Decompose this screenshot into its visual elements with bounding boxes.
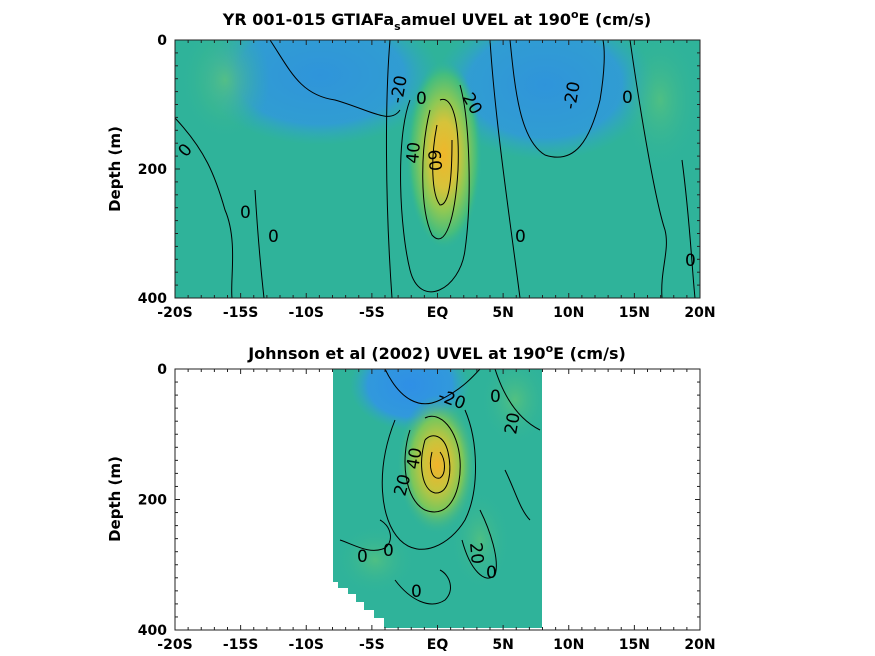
top-title-rest: amuel UVEL at 190 <box>401 10 571 29</box>
bottom-missing-data-mask <box>333 582 384 630</box>
top-title: YR 001-015 GTIAFasamuel UVEL at 190oE (c… <box>222 8 651 33</box>
top-heatmap: -20 20 0 -20 0 0 40 60 0 0 0 0 <box>175 40 700 298</box>
top-label-3: -20 <box>560 80 585 111</box>
bottom-label-2: 40 <box>403 446 426 471</box>
top-title-end: E (cm/s) <box>579 10 652 29</box>
top-label-0: -20 <box>387 74 412 105</box>
bottom-x-tick-label: 20N <box>684 637 715 653</box>
bottom-x-tick-label: -5S <box>359 637 385 653</box>
bottom-contours <box>339 369 541 605</box>
top-label-9: 0 <box>268 227 279 247</box>
bottom-panel: Johnson et al (2002) UVEL at 190oE (cm/s… <box>106 342 716 653</box>
top-y-tick-label: 0 <box>157 33 167 49</box>
bottom-green-patch-ne <box>480 369 542 445</box>
top-panel: YR 001-015 GTIAFasamuel UVEL at 190oE (c… <box>106 8 716 321</box>
bottom-y-tick-label: 0 <box>157 362 167 378</box>
bottom-green-patch-sw <box>335 525 415 595</box>
bottom-undercurrent-core <box>397 395 477 535</box>
top-x-tick-label: -15S <box>223 305 258 321</box>
bottom-title-deg: o <box>546 342 554 355</box>
top-x-tick-label: -5S <box>359 305 385 321</box>
top-green-patch-west <box>180 40 270 140</box>
top-label-10: 0 <box>515 227 526 247</box>
bottom-x-tick-label: -10S <box>289 637 324 653</box>
top-contours <box>175 40 696 298</box>
top-label-7: 60 <box>423 149 445 172</box>
top-title-deg: o <box>571 8 579 21</box>
bottom-title-main: Johnson et al (2002) UVEL at 190 <box>247 344 545 363</box>
top-green-patch-east <box>620 40 700 170</box>
top-label-6: 40 <box>403 141 425 164</box>
top-undercurrent-core <box>406 60 482 250</box>
bottom-heatmap: -20 20 40 20 0 0 0 0 20 0 <box>333 369 542 628</box>
bottom-title-end: E (cm/s) <box>553 344 626 363</box>
top-title-sub: s <box>394 20 401 33</box>
top-y-tick-label: 200 <box>138 162 167 178</box>
top-y-tick-label: 400 <box>138 291 167 307</box>
top-x-tick-label: EQ <box>427 305 449 321</box>
bottom-label-4: 0 <box>357 547 368 567</box>
bottom-label-9: 0 <box>490 387 501 407</box>
bottom-label-5: 0 <box>383 541 394 561</box>
top-label-4: 0 <box>622 88 633 108</box>
svg-text:YR 001-015 GTIAFasamuel UVEL a: YR 001-015 GTIAFasamuel UVEL at 190oE (c… <box>222 8 651 33</box>
bottom-x-tick-label: 5N <box>492 637 513 653</box>
bottom-title: Johnson et al (2002) UVEL at 190oE (cm/s… <box>247 342 626 363</box>
top-x-tick-label: 15N <box>619 305 650 321</box>
bottom-label-7: 0 <box>411 582 422 602</box>
top-x-tick-label: 20N <box>684 305 715 321</box>
top-westward-current-north <box>435 40 655 160</box>
bottom-x-tick-label: -20S <box>157 637 192 653</box>
bottom-y-axis-label: Depth (m) <box>106 456 124 542</box>
top-y-axis-label: Depth (m) <box>106 126 124 212</box>
bottom-x-tick-label: 15N <box>619 637 650 653</box>
svg-text:Johnson et al (2002) UVEL at 1: Johnson et al (2002) UVEL at 190oE (cm/s… <box>247 342 626 363</box>
bottom-y-tick-label: 400 <box>138 623 167 639</box>
top-x-tick-label: 5N <box>492 305 513 321</box>
top-x-tick-label: 10N <box>553 305 584 321</box>
bottom-green-patch-se <box>450 490 510 590</box>
bottom-label-3: 20 <box>465 542 487 565</box>
bottom-label-6: 0 <box>486 563 497 583</box>
top-label-2: 0 <box>416 89 427 109</box>
top-label-11: 0 <box>685 251 696 271</box>
top-title-main: YR 001-015 GTIAFa <box>222 10 394 29</box>
top-x-tick-label: -20S <box>157 305 192 321</box>
bottom-y-tick-label: 200 <box>138 493 167 509</box>
bottom-x-tick-label: -15S <box>223 637 258 653</box>
top-label-8: 0 <box>240 203 251 223</box>
bottom-x-tick-label: EQ <box>427 637 449 653</box>
bottom-label-8: 20 <box>501 411 524 436</box>
bottom-x-tick-label: 10N <box>553 637 584 653</box>
top-x-tick-label: -10S <box>289 305 324 321</box>
